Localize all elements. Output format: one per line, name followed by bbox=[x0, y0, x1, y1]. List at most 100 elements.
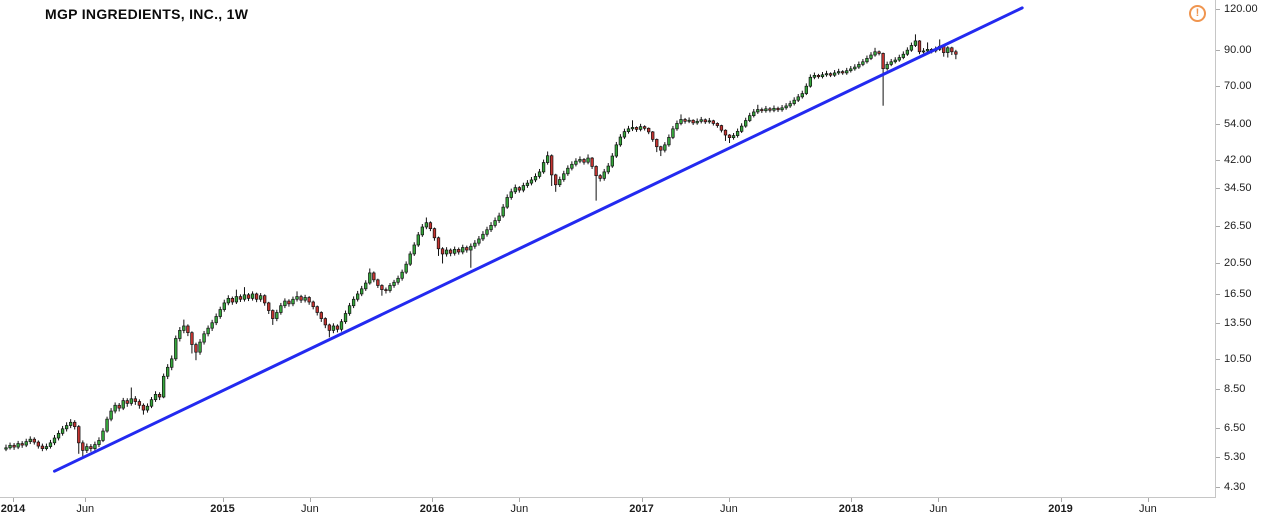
candle-body bbox=[921, 50, 926, 53]
price-axis-label: 90.00 bbox=[1224, 44, 1252, 57]
candle-body bbox=[841, 71, 845, 74]
axis-corner bbox=[1216, 498, 1262, 521]
candle-body bbox=[315, 306, 319, 313]
candle-body bbox=[784, 105, 788, 109]
candle-body bbox=[444, 249, 449, 255]
candle-body bbox=[756, 109, 760, 113]
time-axis-label: 2017 bbox=[629, 503, 654, 515]
candle-body bbox=[905, 49, 910, 55]
candle-body bbox=[327, 324, 332, 331]
candle-body bbox=[816, 75, 821, 78]
candle-body bbox=[792, 99, 796, 104]
candle-body bbox=[153, 394, 158, 401]
candle-body bbox=[372, 272, 376, 281]
candle-body bbox=[275, 312, 279, 319]
candle-body bbox=[259, 295, 263, 300]
candle-body bbox=[610, 155, 614, 167]
candle-body bbox=[739, 125, 744, 132]
candle-body bbox=[351, 298, 356, 307]
price-axis-label: 16.50 bbox=[1224, 287, 1252, 300]
candle-body bbox=[12, 444, 16, 448]
candle-body bbox=[356, 293, 360, 300]
candle-body bbox=[687, 119, 691, 122]
candle-body bbox=[638, 126, 643, 130]
candle-body bbox=[897, 57, 901, 61]
candle-body bbox=[582, 159, 586, 163]
trendline[interactable] bbox=[53, 6, 1024, 473]
price-tick bbox=[1216, 9, 1220, 10]
candle-body bbox=[368, 272, 372, 284]
candle-body bbox=[93, 444, 97, 449]
candle-body bbox=[295, 296, 299, 300]
candle-body bbox=[121, 400, 125, 409]
time-tick bbox=[641, 498, 643, 502]
price-tick bbox=[1216, 50, 1220, 52]
time-axis-label: Jun bbox=[720, 503, 738, 515]
candle-body bbox=[347, 305, 352, 314]
candle-body bbox=[723, 129, 728, 136]
candle-body bbox=[699, 119, 703, 122]
time-tick bbox=[222, 498, 224, 502]
candle-body bbox=[590, 157, 594, 167]
candle-body bbox=[683, 119, 687, 122]
price-axis-label: 42.00 bbox=[1224, 153, 1252, 166]
candle-body bbox=[731, 135, 736, 138]
time-axis-label: 2014 bbox=[0, 503, 26, 515]
price-tick bbox=[1216, 427, 1220, 429]
candle-body bbox=[376, 279, 380, 286]
price-axis-label: 5.30 bbox=[1224, 451, 1246, 463]
price-chart-pane[interactable]: MGP INGREDIENTS, INC., 1W ! bbox=[0, 0, 1216, 498]
candle-body bbox=[857, 64, 861, 68]
candle-body bbox=[364, 282, 368, 290]
candle-body bbox=[198, 341, 202, 353]
candlestick-chart bbox=[4, 6, 1024, 473]
alert-icon[interactable]: ! bbox=[1189, 5, 1206, 22]
candle-body bbox=[32, 438, 36, 443]
candle-body bbox=[8, 444, 12, 449]
candle-body bbox=[230, 298, 235, 303]
price-tick bbox=[1216, 358, 1220, 360]
time-axis-label: Jun bbox=[301, 503, 319, 515]
candle-body bbox=[630, 127, 635, 130]
time-axis-label: 2016 bbox=[419, 503, 445, 515]
candle-body bbox=[206, 327, 210, 335]
candle-body bbox=[505, 197, 509, 208]
time-tick bbox=[728, 498, 730, 502]
price-tick bbox=[1216, 293, 1220, 295]
price-tick bbox=[1216, 262, 1220, 264]
candle-body bbox=[440, 248, 445, 255]
time-axis[interactable]: 2014 Jun 2015 Jun 2016 Jun 2017 Jun 2018 Jun 2019 J… bbox=[0, 498, 1262, 521]
candle-body bbox=[598, 175, 602, 179]
candle-body bbox=[707, 120, 711, 123]
candle-body bbox=[267, 302, 271, 311]
price-tick bbox=[1216, 86, 1220, 88]
price-axis[interactable]: 120.00 90.00 70.00 54.00 42.00 34.50 26.50 20.5… bbox=[1216, 0, 1262, 497]
price-axis-label: 4.30 bbox=[1224, 481, 1246, 493]
candle-body bbox=[16, 443, 20, 448]
candle-body bbox=[81, 442, 85, 451]
candle-body bbox=[226, 298, 230, 304]
price-tick bbox=[1216, 322, 1220, 324]
candle-body bbox=[772, 107, 776, 111]
candle-body bbox=[748, 115, 752, 121]
candle-body bbox=[69, 421, 73, 426]
candle-body bbox=[271, 310, 275, 319]
candle-body bbox=[602, 171, 606, 179]
price-axis-label: 13.50 bbox=[1224, 316, 1252, 329]
candle-body bbox=[404, 263, 408, 273]
candle-body bbox=[36, 441, 40, 447]
candle-body bbox=[881, 53, 885, 70]
candle-body bbox=[186, 325, 190, 334]
candle-body bbox=[73, 421, 77, 427]
candle-body bbox=[946, 47, 950, 53]
candle-body bbox=[626, 128, 631, 132]
candle-body bbox=[279, 305, 283, 313]
candle-body bbox=[529, 179, 534, 184]
candle-body bbox=[800, 93, 804, 98]
candle-body bbox=[541, 162, 546, 173]
candle-body bbox=[85, 446, 89, 451]
candle-body bbox=[885, 64, 889, 70]
candle-body bbox=[869, 54, 873, 59]
candle-body bbox=[614, 144, 618, 157]
candle-body bbox=[465, 247, 469, 251]
